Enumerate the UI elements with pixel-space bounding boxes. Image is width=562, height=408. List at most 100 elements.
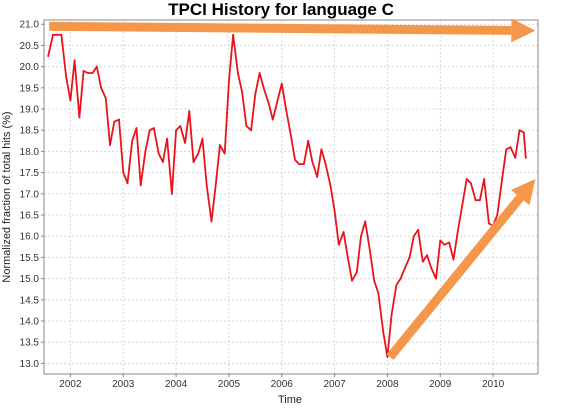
data-point (73, 59, 76, 62)
y-tick-label: 13.0 (20, 359, 40, 370)
data-point (113, 120, 116, 123)
y-tick-label: 18.0 (20, 147, 40, 158)
data-point (289, 133, 292, 136)
x-axis-label: Time (278, 394, 302, 406)
data-point (131, 139, 134, 142)
data-point (408, 256, 411, 259)
data-point (346, 256, 349, 259)
data-point (197, 152, 200, 155)
data-point (456, 231, 459, 233)
x-tick-label: 2005 (218, 379, 241, 390)
data-point (86, 72, 89, 74)
data-point (461, 203, 464, 206)
data-point (254, 93, 257, 96)
data-point (161, 161, 164, 163)
data-point (303, 163, 305, 166)
data-point (166, 137, 169, 140)
data-point (496, 214, 499, 216)
data-point (501, 178, 503, 180)
data-point (104, 97, 107, 100)
data-point (337, 243, 340, 246)
y-tick-label: 19.5 (20, 83, 40, 94)
data-point (175, 129, 177, 132)
data-point (487, 222, 490, 225)
data-point (452, 258, 455, 261)
y-tick-label: 19.0 (20, 105, 40, 116)
y-tick-label: 16.0 (20, 232, 40, 243)
data-point (307, 139, 310, 142)
data-point (65, 76, 68, 79)
data-point (478, 199, 481, 202)
data-point (377, 292, 380, 295)
x-tick-label: 2010 (482, 379, 505, 390)
data-point (505, 148, 508, 151)
data-point (184, 142, 186, 144)
data-point (285, 108, 287, 110)
data-point (443, 243, 446, 246)
data-point (524, 156, 527, 159)
data-point (474, 199, 477, 202)
x-tick-label: 2007 (323, 379, 346, 390)
data-point (390, 313, 393, 316)
data-point (518, 129, 521, 132)
data-point (395, 284, 398, 286)
trend-arrow-head (510, 178, 536, 206)
data-point (316, 175, 319, 178)
data-point (95, 65, 98, 68)
data-point (122, 171, 125, 174)
data-point (126, 182, 129, 185)
x-tick-label: 2003 (112, 379, 135, 390)
data-point (148, 129, 151, 132)
data-point (219, 144, 221, 146)
data-point (382, 330, 385, 333)
data-point (426, 254, 428, 257)
data-point (403, 267, 406, 269)
data-point (276, 99, 279, 102)
y-tick-label: 16.5 (20, 211, 40, 222)
data-point (100, 86, 102, 89)
x-axis-ticks: 2002 2003 2004 2005 2006 2007 2008 2009 2010 (59, 374, 505, 390)
data-point (144, 150, 147, 153)
y-tick-label: 14.0 (20, 317, 40, 328)
annotations (49, 18, 536, 360)
data-point (258, 72, 261, 74)
data-point (355, 271, 358, 274)
y-tick-label: 14.5 (20, 295, 40, 306)
data-point (118, 118, 120, 121)
y-tick-label: 15.5 (20, 253, 40, 264)
data-point (364, 220, 367, 223)
y-tick-label: 18.5 (20, 126, 40, 137)
data-point (369, 250, 371, 252)
trend-arrow-head (511, 18, 536, 43)
data-point (223, 152, 226, 155)
y-tick-label: 21.0 (20, 20, 40, 31)
data-point (179, 125, 182, 127)
data-point (351, 279, 353, 282)
grid (44, 20, 538, 374)
data-point (320, 148, 323, 151)
data-point (228, 80, 230, 83)
data-point (280, 82, 283, 85)
data-point (170, 192, 173, 195)
data-point (157, 152, 160, 155)
data-point (342, 231, 345, 233)
y-tick-label: 13.5 (20, 338, 40, 349)
x-tick-label: 2008 (376, 379, 399, 390)
data-point (241, 91, 244, 93)
data-point (214, 184, 217, 187)
data-point (56, 33, 59, 36)
data-point (245, 125, 248, 127)
trend-arrow-shaft (49, 21, 512, 35)
data-point (135, 127, 138, 130)
data-point (91, 72, 94, 74)
data-point (47, 55, 50, 57)
data-point (69, 99, 72, 102)
data-point (421, 260, 424, 263)
data-point (109, 144, 111, 146)
data-point (298, 163, 301, 166)
data-point (509, 146, 512, 149)
data-point (82, 69, 85, 72)
data-point (250, 129, 253, 132)
data-point (237, 72, 239, 74)
